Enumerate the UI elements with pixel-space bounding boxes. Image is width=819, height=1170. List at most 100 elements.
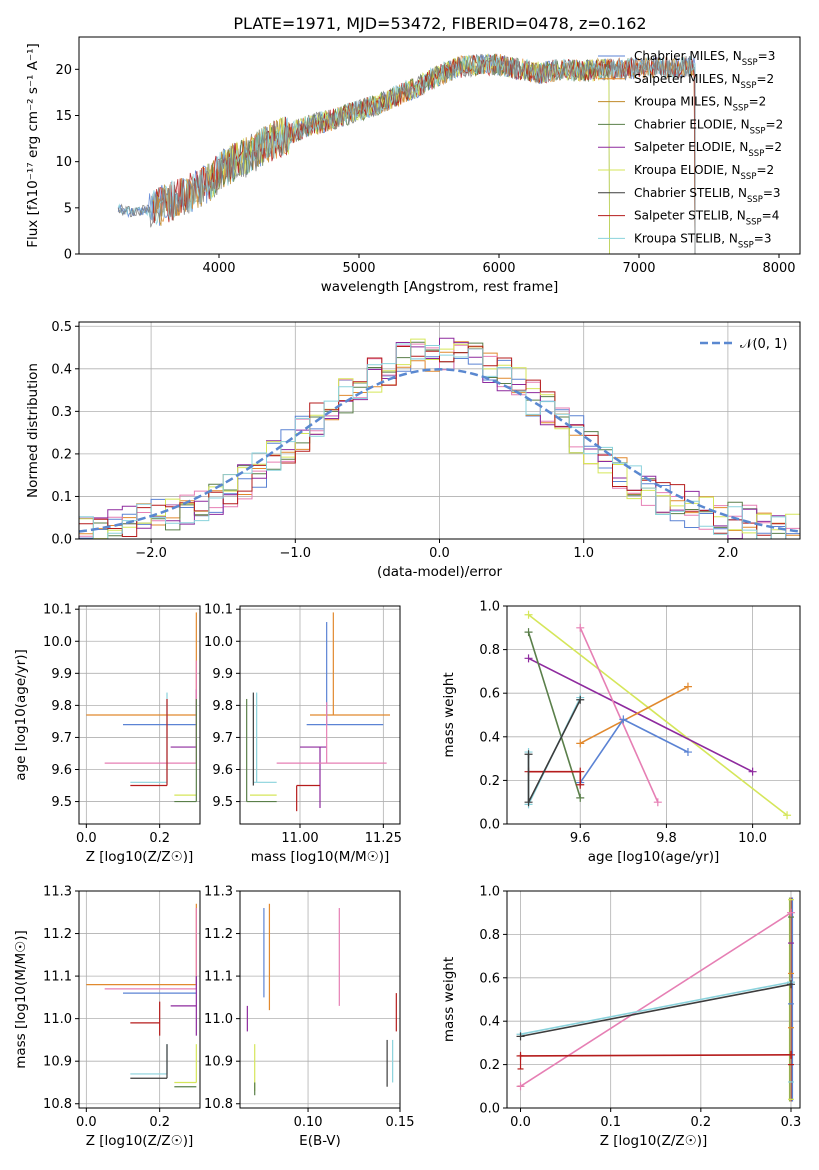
data-point (174, 698, 197, 803)
y-tick-label: 0.4 (479, 730, 500, 745)
weight-marker (576, 695, 585, 704)
y-tick-label: 10.8 (204, 1097, 233, 1112)
plot-area (86, 903, 197, 1088)
weight-marker (524, 610, 533, 619)
weight-marker (576, 739, 585, 748)
weight-line (520, 981, 792, 1035)
axes-frame (78, 321, 801, 540)
x-axis-label: (data-model)/error (377, 564, 503, 580)
y-tick-label: 11.1 (204, 970, 233, 985)
normal-curve (79, 368, 800, 533)
legend-label: Salpeter MILES, NSSP=2 (634, 72, 774, 91)
axes-frame (506, 890, 801, 1109)
y-tick-label: 15 (55, 109, 72, 124)
y-tick-label: 0.0 (479, 818, 500, 833)
y-tick-label: 0.2 (51, 447, 72, 462)
x-tick-label: 11.25 (365, 831, 402, 846)
weight-line (579, 718, 689, 784)
data-point (296, 784, 320, 812)
y-tick-label: 9.5 (212, 795, 233, 810)
data-point (130, 1044, 168, 1075)
legend-label: Kroupa STELIB, NSSP=3 (634, 231, 772, 250)
weight-line (528, 614, 788, 816)
x-axis-label: wavelength [Angstrom, rest frame] (321, 279, 559, 295)
weight-marker (516, 1051, 525, 1060)
weight-marker (683, 682, 692, 691)
y-tick-label: 0 (64, 248, 72, 263)
data-point (86, 903, 197, 986)
weight-line (579, 627, 659, 803)
data-point (300, 746, 327, 808)
y-tick-label: 20 (55, 63, 72, 78)
x-tick-label: 4000 (202, 261, 235, 276)
y-tick-label: 9.6 (212, 763, 233, 778)
y-tick-label: 11.2 (43, 927, 72, 942)
y-tick-label: 0.1 (51, 490, 72, 505)
plot-area (117, 53, 696, 254)
y-tick-label: 0.5 (51, 320, 72, 335)
weight-marker (516, 1032, 525, 1041)
y-tick-label: 1.0 (479, 600, 500, 615)
y-tick-label: 9.8 (51, 699, 72, 714)
panel-7: 0.10 0.15 10.8 10.9 11.0 11.1 11.2 11.3 E(B-V) (204, 885, 414, 1150)
weight-marker (653, 798, 662, 807)
weight-marker (524, 798, 533, 807)
legend-label: Kroupa MILES, NSSP=2 (634, 95, 766, 114)
y-tick-label: 10 (55, 155, 72, 170)
y-tick-label: 0.4 (51, 362, 72, 377)
grid-lines (507, 890, 800, 1109)
x-tick-label: 6000 (482, 261, 515, 276)
y-tick-label: 11.3 (43, 885, 72, 900)
weight-line (528, 657, 753, 773)
weight-marker (786, 1050, 795, 1059)
weight-marker (576, 780, 585, 789)
weight-marker (786, 908, 795, 917)
y-tick-label: 9.8 (212, 699, 233, 714)
x-tick-label: 8000 (762, 261, 795, 276)
weight-marker (524, 750, 533, 759)
panel-3: 0.0 0.2 9.5 9.6 9.7 9.8 9.9 10.0 10.1 Z [log10(Z/… (13, 603, 201, 865)
spectrum-line (152, 53, 696, 254)
y-tick-label: 11.0 (43, 1012, 72, 1027)
figure-title: PLATE=1971, MJD=53472, FIBERID=0478, z=0… (233, 14, 646, 33)
data-point (276, 702, 387, 764)
x-tick-label: 0.3 (781, 1115, 802, 1130)
weight-marker (524, 654, 533, 663)
y-tick-label: 10.1 (204, 603, 233, 618)
y-tick-label: 0.8 (479, 928, 500, 943)
x-tick-label: 5000 (342, 261, 375, 276)
weight-marker (786, 980, 795, 989)
y-tick-label: 10.8 (43, 1097, 72, 1112)
x-tick-label: 7000 (622, 261, 655, 276)
data-point (104, 908, 197, 990)
x-tick-label: 0.2 (690, 1115, 711, 1130)
x-tick-label: −2.0 (135, 546, 167, 561)
weight-marker (748, 767, 757, 776)
x-axis-label: Z [log10(Z/Z☉)] (86, 1133, 194, 1149)
x-tick-label: 0.1 (600, 1115, 621, 1130)
x-tick-label: 0.0 (429, 546, 450, 561)
y-tick-label: 11.2 (204, 927, 233, 942)
axes-frame (506, 605, 801, 825)
x-tick-label: 9.8 (656, 831, 677, 846)
weight-marker (576, 767, 585, 776)
y-tick-label: 9.9 (212, 667, 233, 682)
y-tick-label: 0.3 (51, 405, 72, 420)
weight-marker (783, 811, 792, 820)
data-point (253, 692, 277, 783)
y-axis-label: Flux [fλ10⁻¹⁷ erg cm⁻² s⁻¹ A⁻¹] (25, 43, 41, 248)
y-tick-label: 5 (64, 201, 72, 216)
data-point (170, 976, 197, 1036)
weight-line (520, 1054, 792, 1057)
weight-marker (516, 1082, 525, 1091)
panel-8: 0.0 0.1 0.2 0.3 0.0 0.2 0.4 0.6 0.8 1.0 Z [log10(Z… (441, 885, 801, 1150)
y-tick-label: 9.7 (51, 731, 72, 746)
x-tick-label: 11.00 (281, 831, 318, 846)
axes-frame (78, 605, 201, 825)
weight-line (579, 685, 689, 745)
x-tick-label: 0.0 (76, 1115, 97, 1130)
y-tick-label: 0.4 (479, 1015, 500, 1030)
weight-marker (576, 623, 585, 632)
x-tick-label: 0.10 (294, 1115, 323, 1130)
